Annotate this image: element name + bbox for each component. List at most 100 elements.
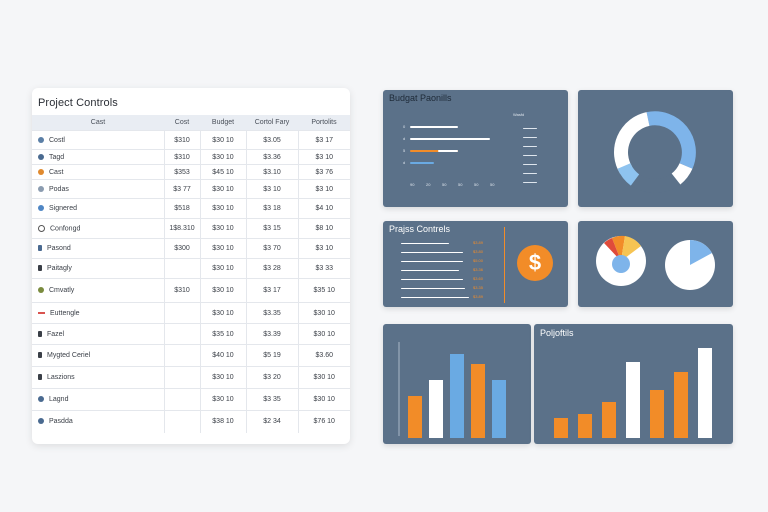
- budget-right-line: [523, 182, 537, 183]
- pie-right-blue-slice: [690, 239, 712, 265]
- budget-axis-tick: 50: [474, 182, 479, 187]
- table-row[interactable]: Pasdda $38 10 $2 34 $76 10: [32, 410, 350, 433]
- budget-row-label: 5: [403, 148, 406, 153]
- row-value-c4: $3 76: [297, 164, 350, 180]
- pie-left-red-slice: [604, 238, 621, 261]
- bar-2: [429, 380, 443, 438]
- row-name-cell: Lagnd: [32, 388, 164, 411]
- bar-icon: [38, 311, 45, 314]
- pie-left-orange-slice: [612, 235, 625, 261]
- header-cast[interactable]: Cast: [32, 115, 164, 131]
- table-row[interactable]: Podas $3 77 $30 10 $3 10 $3 10: [32, 179, 350, 199]
- portfolio-panel-title: Poljoftils: [540, 328, 574, 338]
- header-cost[interactable]: Cost: [164, 115, 200, 131]
- circle-icon: [38, 136, 44, 143]
- row-value-c3: $3 28: [245, 258, 298, 279]
- row-name: Mygted Ceriel: [47, 352, 91, 359]
- row-value-c4: $3 10: [297, 179, 350, 199]
- row-value-c3: $5 19: [245, 344, 298, 367]
- row-value-c4: $30 10: [297, 388, 350, 411]
- row-value-c3: $3 35: [245, 388, 298, 411]
- budget-axis-tick: 20: [426, 182, 431, 187]
- row-value-c1: [163, 323, 200, 345]
- row-value-c2: $38 10: [199, 410, 246, 433]
- row-name: Pasond: [47, 245, 71, 252]
- table-row[interactable]: Laszions $30 10 $3 20 $30 10: [32, 366, 350, 389]
- table-row[interactable]: Signered $518 $30 10 $3 18 $4 10: [32, 198, 350, 219]
- bar-3: [602, 402, 616, 438]
- table-row[interactable]: Confongd 1$8.310 $30 10 $3 15 $8 10: [32, 218, 350, 239]
- row-value-c4: $3 33: [297, 258, 350, 279]
- row-name-cell: Podas: [32, 179, 164, 199]
- row-name: Podas: [49, 185, 69, 193]
- row-value-c4: $30 10: [297, 302, 350, 324]
- row-value-c1: $518: [163, 198, 200, 219]
- controls-value: $3.80: [473, 249, 484, 254]
- header-control-fary[interactable]: Cortol Fary: [246, 115, 298, 131]
- budget-axis-tick: 90: [410, 182, 415, 187]
- header-portolits[interactable]: Portolits: [298, 115, 350, 131]
- table-row[interactable]: Euttengle $30 10 $3.35 $30 10: [32, 302, 350, 324]
- row-name-cell: Costl: [32, 130, 164, 150]
- square-icon: [38, 352, 42, 359]
- row-name: Signered: [49, 205, 78, 212]
- table-row[interactable]: Fazel $35 10 $3.39 $30 10: [32, 323, 350, 345]
- bar-panel-left: [383, 324, 531, 444]
- row-value-c3: $2 34: [245, 410, 298, 433]
- row-name: Costl: [49, 136, 65, 144]
- budget-row-label: d: [403, 160, 406, 165]
- row-value-c1: [163, 388, 200, 411]
- donut-segment-white-right: [671, 162, 693, 185]
- header-budget[interactable]: Budget: [200, 115, 246, 131]
- row-value-c4: $3 10: [297, 149, 350, 165]
- row-name: Paitagly: [47, 265, 72, 272]
- table-row[interactable]: Tagd $310 $30 10 $3.36 $3 10: [32, 149, 350, 165]
- row-value-c1: 1$8.310: [163, 218, 200, 239]
- controls-panel-title: Prajss Contrels: [389, 224, 451, 234]
- budget-row-label: d: [403, 136, 406, 141]
- circle-icon: [38, 168, 44, 175]
- controls-line: [401, 270, 459, 271]
- table-row[interactable]: Costl $310 $30 10 $3.05 $3 17: [32, 130, 350, 150]
- budget-panel: Budgat Paonills Wasfd 0 d 5 d 90 20 50 50 50 50: [383, 90, 568, 207]
- project-table: Cast Cost Budget Cortol Fary Portolits C…: [32, 115, 350, 433]
- row-value-c2: $30 10: [199, 238, 246, 259]
- row-name: Confongd: [50, 225, 81, 233]
- budget-right-line: [523, 155, 537, 156]
- row-value-c2: $30 10: [199, 179, 246, 199]
- table-row[interactable]: Paitagly $30 10 $3 28 $3 33: [32, 258, 350, 279]
- budget-axis-tick: 50: [442, 182, 447, 187]
- row-name: Cast: [49, 168, 64, 176]
- circle-icon: [38, 185, 44, 192]
- bar-6: [674, 372, 688, 438]
- controls-line: [401, 243, 449, 244]
- table-title: Project Controls: [38, 97, 118, 109]
- row-value-c2: $30 10: [199, 302, 246, 324]
- row-value-c1: $353: [163, 164, 200, 180]
- table-row[interactable]: Lagnd $30 10 $3 35 $30 10: [32, 388, 350, 411]
- budget-bar: [410, 126, 458, 128]
- bar-5: [650, 390, 664, 438]
- donut-segment-white: [614, 112, 650, 174]
- circle-icon: [38, 396, 44, 403]
- circle-icon: [38, 205, 44, 212]
- row-name-cell: Pasond: [32, 238, 164, 259]
- table-row[interactable]: Mygted Ceriel $40 10 $5 19 $3.60: [32, 344, 350, 367]
- square-icon: [38, 265, 42, 272]
- circle-icon: [38, 287, 44, 294]
- budget-right-line: [523, 173, 537, 174]
- row-name-cell: Confongd: [32, 218, 164, 239]
- bar-5: [492, 380, 506, 438]
- bar-4: [471, 364, 485, 438]
- table-row[interactable]: Cast $353 $45 10 $3.10 $3 76: [32, 164, 350, 180]
- row-value-c1: [163, 344, 200, 367]
- row-name: Laszions: [47, 374, 75, 381]
- row-value-c2: $30 10: [199, 278, 246, 303]
- table-row[interactable]: Cmvatly $310 $30 10 $3 17 $35 10: [32, 278, 350, 303]
- square-icon: [38, 374, 42, 381]
- row-value-c2: $30 10: [199, 366, 246, 389]
- table-row[interactable]: Pasond $300 $30 10 $3 70 $3 10: [32, 238, 350, 259]
- row-value-c2: $30 10: [199, 388, 246, 411]
- row-value-c4: $76 10: [297, 410, 350, 433]
- row-value-c4: $30 10: [297, 366, 350, 389]
